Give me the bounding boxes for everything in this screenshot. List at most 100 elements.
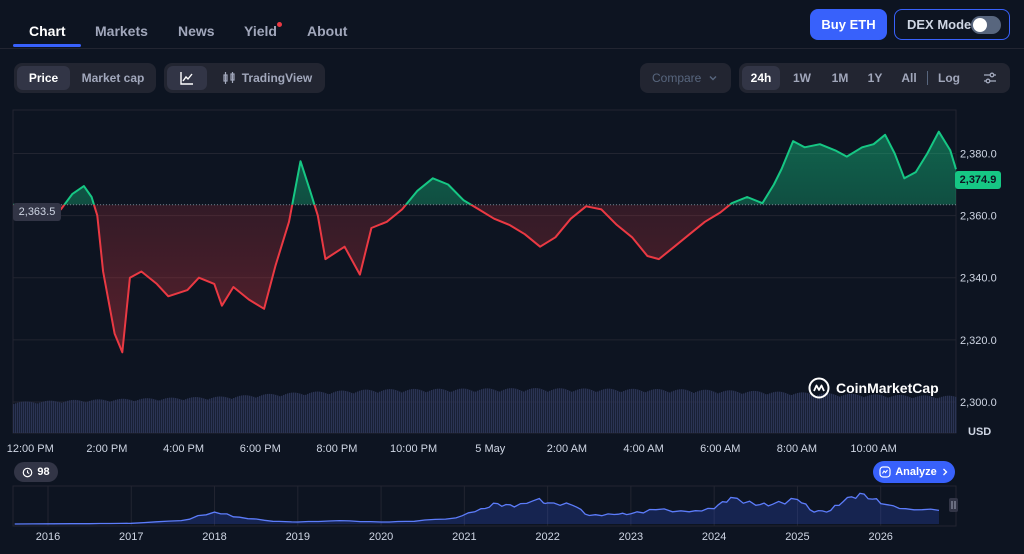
volume-bar — [899, 394, 901, 433]
volume-bar — [337, 391, 339, 433]
volume-bar — [785, 393, 787, 433]
volume-bar — [387, 389, 389, 433]
line-chart-button[interactable] — [167, 66, 207, 90]
volume-bar — [897, 395, 899, 433]
y-tick-label: 2,380.0 — [960, 148, 997, 160]
volume-bar — [241, 395, 243, 433]
tab-yield[interactable]: Yield — [244, 23, 277, 39]
volume-bar — [539, 388, 541, 433]
market-cap-button[interactable]: Market cap — [81, 71, 145, 85]
volume-bar — [909, 397, 911, 433]
tab-chart[interactable]: Chart — [29, 23, 66, 39]
chart-settings-button[interactable] — [975, 66, 1005, 90]
nav-divider — [0, 48, 1024, 49]
yield-notification-dot — [277, 22, 282, 27]
volume-bar — [931, 396, 933, 433]
volume-bar — [611, 388, 613, 433]
volume-bar — [813, 395, 815, 433]
volume-bar — [437, 388, 439, 433]
last-price-tag: 2,374.9 — [955, 171, 1001, 189]
volume-bar — [693, 392, 695, 433]
volume-bar — [109, 401, 111, 433]
price-chart[interactable]: 2,300.0 2,320.0 2,340.0 2,360.0 2,380.0 12:0… — [0, 100, 1024, 554]
range-1y-button[interactable]: 1Y — [867, 71, 883, 85]
volume-bar — [147, 398, 149, 433]
range-handle[interactable] — [949, 498, 958, 512]
volume-bar — [81, 401, 83, 433]
volume-bar — [219, 396, 221, 433]
x-tick-label: 6:00 AM — [700, 443, 740, 455]
volume-bars — [13, 388, 957, 433]
year-label: 2022 — [535, 531, 559, 543]
history-badge[interactable]: 98 — [14, 462, 58, 482]
volume-bar — [407, 390, 409, 433]
range-divider — [927, 71, 928, 85]
volume-bar — [833, 394, 835, 433]
volume-bar — [463, 388, 465, 433]
volume-bar — [133, 400, 135, 433]
volume-bar — [567, 389, 569, 433]
volume-bar — [537, 388, 539, 433]
volume-bar — [939, 397, 941, 433]
volume-bar — [783, 392, 785, 433]
range-1w-button[interactable]: 1W — [793, 71, 811, 85]
volume-bar — [389, 389, 391, 433]
log-scale-button[interactable]: Log — [938, 71, 960, 85]
volume-bar — [467, 389, 469, 433]
tab-about[interactable]: About — [307, 23, 348, 39]
x-tick-label: 5 May — [475, 443, 505, 455]
dex-mode-switch[interactable] — [971, 16, 1001, 34]
volume-bar — [735, 391, 737, 433]
volume-bar — [587, 388, 589, 433]
range-all-button[interactable]: All — [901, 71, 917, 85]
buy-eth-button[interactable]: Buy ETH — [810, 9, 887, 40]
volume-bar — [443, 389, 445, 433]
volume-bar — [69, 400, 71, 433]
volume-bar — [59, 402, 61, 433]
volume-bar — [595, 391, 597, 433]
volume-bar — [57, 401, 59, 433]
tab-markets[interactable]: Markets — [95, 23, 148, 39]
tab-news[interactable]: News — [178, 23, 215, 39]
dex-mode-toggle-button[interactable]: DEX Mode — [894, 9, 1010, 40]
volume-bar — [123, 398, 125, 433]
price-button[interactable]: Price — [17, 66, 70, 90]
volume-bar — [425, 392, 427, 433]
volume-bar — [321, 391, 323, 433]
volume-bar — [801, 392, 803, 433]
volume-bar — [119, 398, 121, 433]
volume-bar — [449, 391, 451, 433]
volume-bar — [293, 392, 295, 433]
volume-bar — [793, 394, 795, 433]
volume-bar — [361, 390, 363, 433]
volume-bar — [895, 395, 897, 433]
volume-bar — [327, 393, 329, 433]
tradingview-button[interactable]: TradingView — [212, 66, 322, 90]
volume-bar — [459, 388, 461, 433]
compare-dropdown[interactable]: Compare — [640, 63, 731, 93]
volume-bar — [551, 390, 553, 433]
volume-bar — [885, 396, 887, 433]
volume-bar — [19, 402, 21, 433]
volume-bar — [43, 401, 45, 433]
volume-bar — [853, 393, 855, 433]
range-24h-button[interactable]: 24h — [742, 66, 780, 90]
history-line — [14, 492, 940, 525]
volume-bar — [563, 388, 565, 433]
volume-bar — [211, 398, 213, 433]
range-1m-button[interactable]: 1M — [831, 71, 849, 85]
history-clock-icon — [23, 467, 33, 477]
volume-bar — [319, 391, 321, 433]
volume-bar — [49, 400, 51, 433]
volume-bar — [379, 391, 381, 433]
volume-bar — [13, 404, 15, 433]
volume-bar — [163, 398, 165, 433]
analyze-button[interactable]: Analyze — [873, 461, 955, 483]
volume-bar — [647, 391, 649, 433]
volume-bar — [815, 395, 817, 433]
volume-bar — [127, 399, 129, 433]
volume-bar — [329, 394, 331, 433]
volume-bar — [921, 395, 923, 433]
volume-bar — [331, 393, 333, 433]
volume-bar — [235, 397, 237, 433]
